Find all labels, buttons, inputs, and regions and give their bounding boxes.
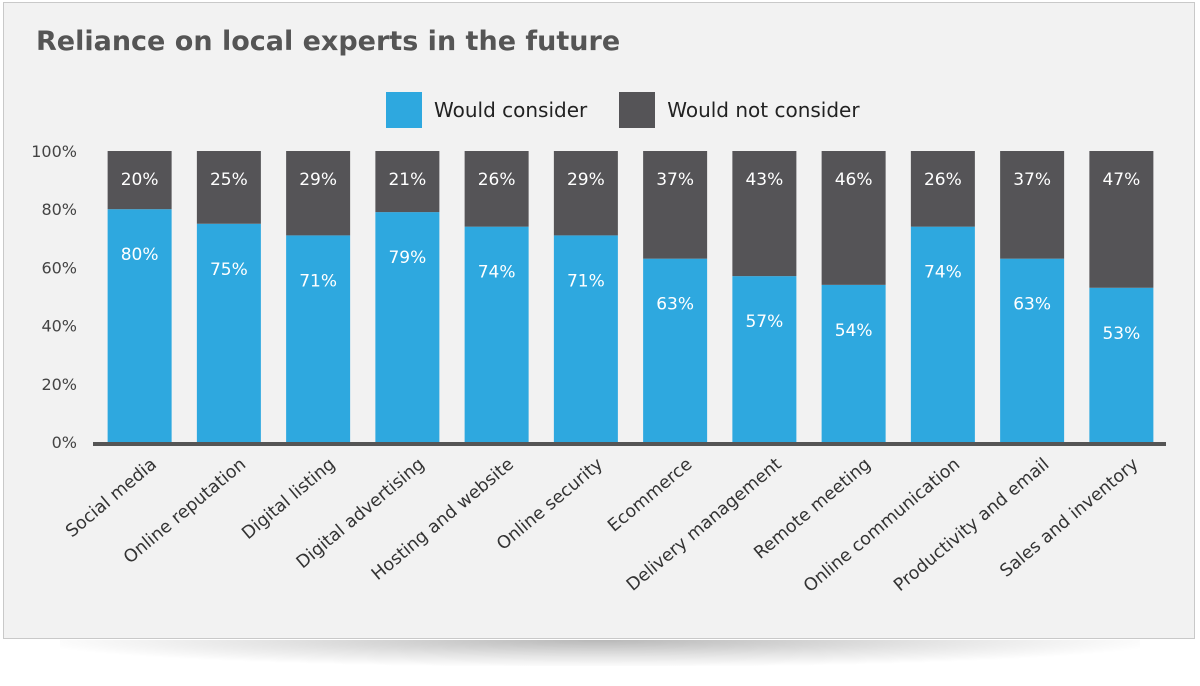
value-label-would-not-consider: 46% <box>835 170 873 190</box>
legend-swatch-would-not-consider <box>619 92 656 128</box>
bar-would-not-consider <box>196 151 261 224</box>
bar-would-consider <box>732 276 797 442</box>
value-label-would-consider: 53% <box>1102 324 1140 344</box>
legend-label-would-not-consider: Would not consider <box>667 98 860 122</box>
y-tick-label: 0% <box>52 433 77 452</box>
value-label-would-not-consider: 20% <box>121 170 159 190</box>
value-label-would-consider: 80% <box>121 245 159 265</box>
bar-would-consider <box>553 235 618 442</box>
card-shadow <box>60 640 1140 666</box>
value-label-would-consider: 57% <box>745 312 783 332</box>
bar-would-consider <box>464 226 529 442</box>
bar-would-consider <box>286 235 351 442</box>
x-axis-line <box>93 442 1166 446</box>
bar-would-consider <box>1089 287 1154 442</box>
x-category-label: Productivity and email <box>890 455 1053 596</box>
bar-would-consider <box>375 212 440 442</box>
bar-would-consider <box>107 209 172 442</box>
bar-would-not-consider <box>375 151 440 213</box>
value-label-would-not-consider: 37% <box>1013 170 1051 190</box>
bar-would-not-consider <box>553 151 618 236</box>
legend-item-would-not-consider: Would not consider <box>619 92 860 128</box>
bar-would-consider <box>910 226 975 442</box>
value-label-would-consider: 71% <box>567 271 605 291</box>
value-label-would-consider: 74% <box>924 263 962 283</box>
x-category-label: Social media <box>62 455 161 542</box>
value-label-would-consider: 79% <box>388 248 426 268</box>
bar-would-not-consider <box>1089 151 1154 288</box>
bar-would-not-consider <box>107 151 172 210</box>
value-label-would-not-consider: 47% <box>1102 170 1140 190</box>
y-tick-label: 20% <box>41 375 77 394</box>
legend-item-would-consider: Would consider <box>386 92 587 128</box>
x-category-label: Online communication <box>800 455 964 597</box>
value-label-would-not-consider: 26% <box>478 170 516 190</box>
x-category-label: Delivery management <box>623 454 786 595</box>
value-label-would-not-consider: 29% <box>567 170 605 190</box>
bar-would-consider <box>643 258 708 442</box>
bar-would-not-consider <box>732 151 797 277</box>
legend-swatch-would-consider <box>386 92 422 128</box>
value-label-would-consider: 54% <box>835 321 873 341</box>
value-label-would-consider: 74% <box>478 263 516 283</box>
value-label-would-consider: 71% <box>299 271 337 291</box>
value-label-would-consider: 63% <box>656 295 694 315</box>
bar-would-not-consider <box>464 151 529 227</box>
x-category-label: Ecommerce <box>604 455 696 537</box>
chart-legend: Would consider Would not consider <box>386 92 892 128</box>
legend-label-would-consider: Would consider <box>434 98 588 122</box>
y-tick-label: 100% <box>31 142 77 161</box>
value-label-would-not-consider: 26% <box>924 170 962 190</box>
value-label-would-not-consider: 21% <box>388 170 426 190</box>
value-label-would-not-consider: 25% <box>210 170 248 190</box>
bar-would-not-consider <box>821 151 886 285</box>
bar-would-consider <box>196 223 261 442</box>
bar-would-not-consider <box>286 151 351 236</box>
value-label-would-not-consider: 37% <box>656 170 694 190</box>
y-tick-label: 80% <box>41 200 77 219</box>
bar-would-consider <box>1000 258 1065 442</box>
bar-would-consider <box>821 284 886 442</box>
value-label-would-not-consider: 29% <box>299 170 337 190</box>
x-category-label: Hosting and website <box>368 455 518 585</box>
bar-would-not-consider <box>910 151 975 227</box>
chart-title: Reliance on local experts in the future <box>36 26 621 57</box>
bar-would-not-consider <box>1000 151 1065 259</box>
bar-would-not-consider <box>643 151 708 259</box>
value-label-would-not-consider: 43% <box>745 170 783 190</box>
y-tick-label: 40% <box>41 317 77 336</box>
y-tick-label: 60% <box>41 258 77 277</box>
value-label-would-consider: 63% <box>1013 295 1051 315</box>
value-label-would-consider: 75% <box>210 260 248 280</box>
